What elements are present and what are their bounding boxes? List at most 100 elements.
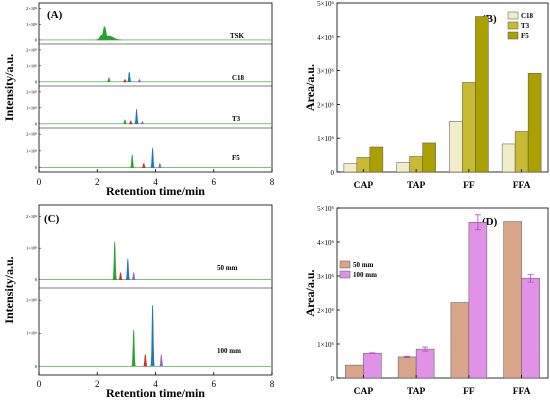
category-label-tap: TAP (407, 181, 425, 191)
panel-label: (A) (47, 9, 63, 21)
legend-swatch-100-mm (339, 270, 351, 279)
y-tick-label: 0 (35, 79, 38, 84)
panel-a-chromatogram: (A) Intensity/a.u. Retention time/min 0 2 4 6 8… (2, 2, 275, 198)
legend-label-50-mm: 50 mm (353, 261, 374, 269)
y-tick-label: 3×10⁶ (317, 273, 334, 281)
peak-c18-4 (137, 79, 142, 83)
y-tick-label: 2×10⁸ (26, 132, 37, 137)
y-tick-label: 1×10⁶ (317, 341, 334, 349)
y-tick-label: 1×10⁸ (26, 246, 37, 251)
peak-f5-4 (158, 163, 162, 168)
trace-label-c18: C18 (232, 74, 245, 82)
bar-t3-ffa (514, 131, 529, 173)
y-tick-label: 0 (35, 277, 38, 282)
category-label-tap: TAP (407, 387, 425, 397)
bar-c18-tap (396, 162, 410, 173)
peak-c18-1 (107, 77, 111, 83)
legend-swatch-f5 (507, 31, 519, 40)
y-tick-label: 0 (35, 37, 38, 42)
x-axis-title: Retention time/min (106, 184, 205, 198)
peak-50-mm-3 (125, 258, 131, 280)
peak-f5-3 (150, 147, 155, 168)
y-tick-label: 2×10⁸ (26, 214, 37, 219)
bar-100-mm-ff (468, 222, 488, 379)
legend: 50 mm 100 mm (339, 260, 377, 279)
y-axis-title: Intensity/a.u. (2, 54, 16, 121)
legend-label-100-mm: 100 mm (353, 271, 377, 279)
trace-label-100-mm: 100 mm (217, 347, 241, 355)
y-axis-title: Area/a.u. (303, 269, 317, 316)
y-tick-label: 1×10⁸ (26, 63, 37, 68)
y-tick-label: 5×10⁶ (317, 205, 334, 213)
peak-t3-2 (128, 120, 133, 125)
peak-50-mm-4 (131, 272, 136, 280)
peak-50-mm-1 (112, 241, 117, 280)
bar-50-mm-tap (397, 356, 417, 379)
x-tick-label: 8 (270, 177, 275, 187)
x-tick-label: 4 (153, 379, 158, 389)
peak-t3-4 (140, 121, 145, 125)
bar-100-mm-tap (415, 348, 435, 379)
y-tick-label: 2×10⁸ (26, 89, 37, 94)
y-tick-label: 1×10⁸ (26, 22, 37, 27)
y-tick-label: 0 (35, 364, 38, 369)
legend-label-t3: T3 (521, 22, 530, 30)
y-tick-label: 1×10⁸ (26, 148, 37, 153)
peak-t3-3 (134, 108, 140, 124)
trace-label-50-mm: 50 mm (217, 264, 238, 272)
bar-t3-ff (462, 82, 476, 173)
plot-frame (38, 2, 273, 173)
y-tick-label: 0 (35, 121, 38, 126)
trace-label-f5: F5 (232, 154, 240, 162)
x-tick-label: 2 (95, 177, 100, 187)
bar-50-mm-cap (345, 364, 364, 379)
peak-100-mm-2 (142, 354, 148, 367)
x-tick-label: 2 (95, 379, 100, 389)
y-tick-label: 1×10⁸ (26, 331, 37, 336)
panel-label: (C) (44, 213, 60, 225)
category-label-ffa: FFA (513, 387, 531, 397)
x-tick-label: 0 (37, 379, 42, 389)
y-tick-label: 5×10⁶ (317, 0, 334, 8)
bar-100-mm-ffa (521, 278, 540, 379)
x-tick-label: 6 (212, 379, 217, 389)
y-tick-label: 2×10⁶ (317, 307, 334, 315)
trace-label-tsk: TSK (230, 32, 245, 40)
y-tick-label: 2×10⁸ (26, 6, 37, 11)
bar-f5-ffa (527, 73, 542, 173)
y-axis-title: Area/a.u. (303, 64, 317, 111)
peak-f5-1 (129, 154, 135, 168)
legend: C18 T3 F5 (507, 11, 534, 40)
panel-b-bar-chart: (B)Area/a.u.01×10⁶2×10⁶3×10⁶4×10⁶5×10⁶CA… (303, 0, 549, 191)
legend-swatch-c18 (507, 11, 519, 20)
bar-50-mm-ff (450, 302, 470, 379)
peak-tsk-3 (96, 34, 107, 41)
legend-label-c18: C18 (521, 12, 534, 20)
peak-f5-2 (142, 163, 146, 168)
category-label-cap: CAP (354, 387, 374, 397)
x-tick-label: 4 (153, 177, 158, 187)
category-label-ffa: FFA (513, 181, 531, 191)
x-axis-title: Retention time/min (106, 386, 205, 400)
y-tick-label: 1×10⁸ (26, 105, 37, 110)
bar-f5-ff (475, 16, 489, 173)
plot-frame (336, 2, 549, 173)
peak-c18-2 (123, 79, 127, 83)
bar-c18-ff (449, 121, 463, 173)
plot-frame (336, 207, 549, 379)
peak-50-mm-2 (118, 272, 123, 280)
y-tick-label: 0 (331, 169, 335, 177)
legend-swatch-50-mm (339, 260, 351, 269)
bar-c18-ffa (501, 143, 516, 173)
y-tick-label: 4×10⁶ (317, 239, 334, 247)
trace-label-t3: T3 (232, 115, 241, 123)
y-tick-label: 1×10⁶ (317, 135, 334, 143)
x-tick-label: 8 (270, 379, 275, 389)
y-axis-title: Intensity/a.u. (2, 256, 16, 323)
category-label-ff: FF (463, 181, 475, 191)
peak-100-mm-1 (131, 329, 136, 367)
bar-c18-cap (343, 163, 358, 173)
bar-50-mm-ffa (503, 221, 522, 379)
category-label-ff: FF (463, 387, 475, 397)
peak-t3-1 (123, 119, 127, 125)
